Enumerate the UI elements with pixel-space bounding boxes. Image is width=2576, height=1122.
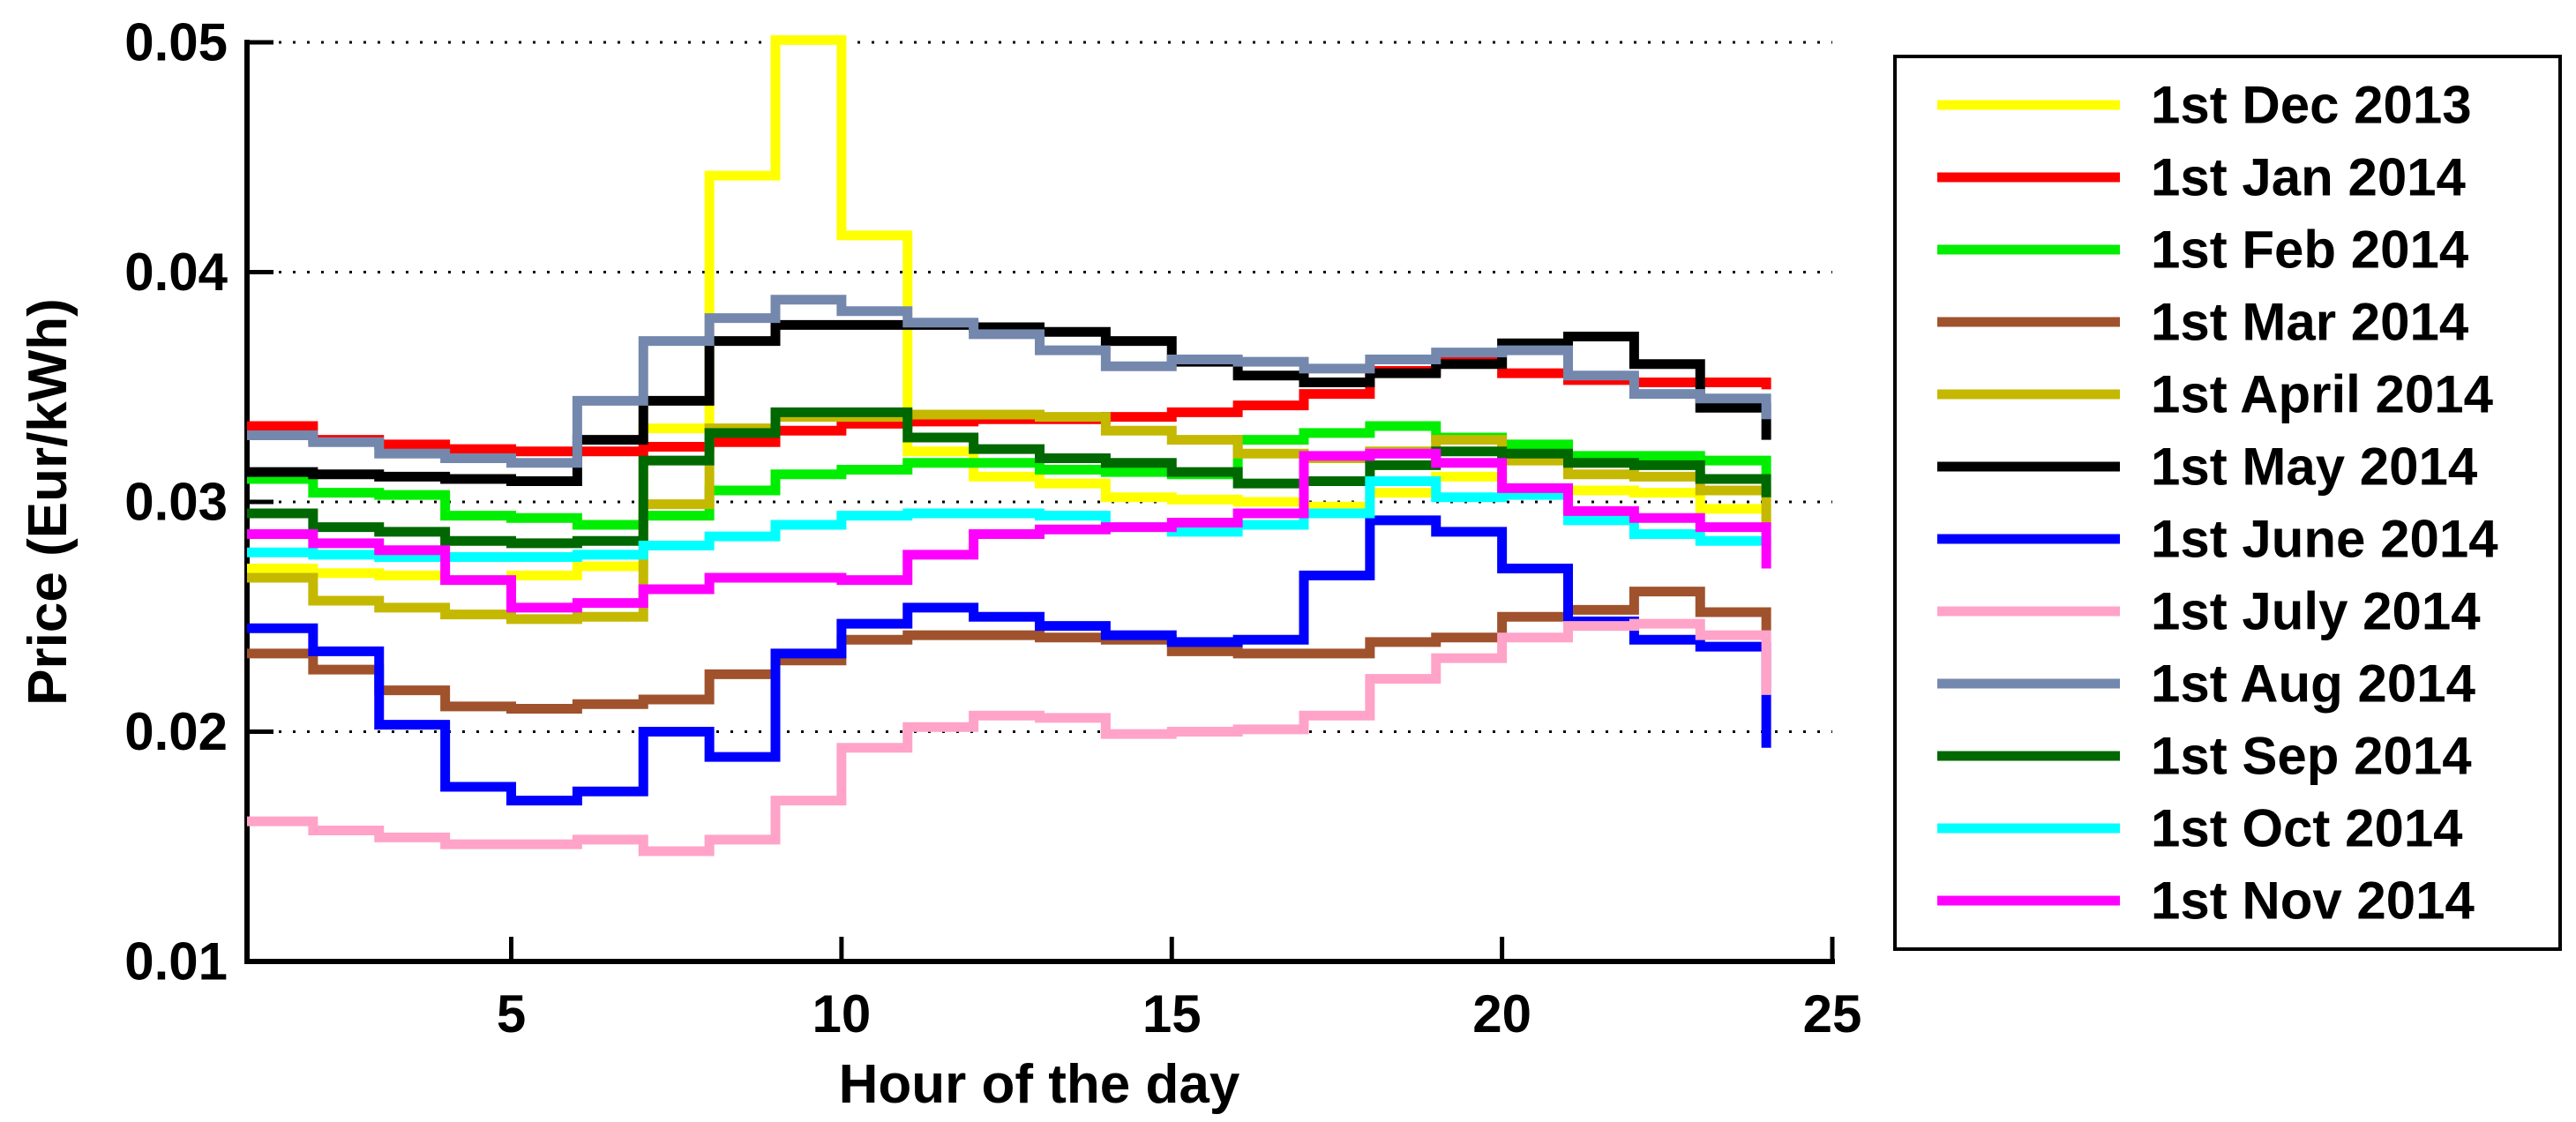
- legend-entry-1st-nov-2014: 1st Nov 2014: [1937, 871, 2475, 931]
- y-tick-label-0.01: 0.01: [124, 932, 228, 991]
- legend-label-1st-may-2014: 1st May 2014: [2151, 438, 2478, 497]
- y-tick-label-0.05: 0.05: [124, 13, 228, 72]
- y-axis-ticks: 0.01 0.02 0.03 0.04 0.05: [124, 13, 273, 991]
- legend-label-1st-dec-2013: 1st Dec 2013: [2151, 76, 2472, 135]
- legend-entry-1st-may-2014: 1st May 2014: [1937, 438, 2478, 497]
- legend-label-1st-feb-2014: 1st Feb 2014: [2151, 221, 2469, 280]
- legend-entry-1st-mar-2014: 1st Mar 2014: [1937, 293, 2469, 352]
- series-line-1st-april-2014: [247, 409, 1771, 625]
- y-tick-label-0.03: 0.03: [124, 473, 228, 532]
- series-line-1st-sep-2014: [247, 407, 1771, 549]
- legend-label-1st-mar-2014: 1st Mar 2014: [2151, 293, 2469, 352]
- legend-entry-1st-sep-2014: 1st Sep 2014: [1937, 727, 2472, 786]
- x-tick-label-25: 25: [1803, 984, 1862, 1043]
- x-axis-title: Hour of the day: [839, 1054, 1240, 1115]
- legend-label-1st-nov-2014: 1st Nov 2014: [2151, 871, 2475, 931]
- series-line-1st-mar-2014: [247, 587, 1771, 714]
- series-line-1st-june-2014: [247, 515, 1771, 806]
- legend-entry-1st-feb-2014: 1st Feb 2014: [1937, 221, 2469, 280]
- series-line-1st-jan-2014: [247, 354, 1771, 457]
- legend-box: [1893, 55, 2562, 951]
- series-line-1st-nov-2014: [247, 448, 1771, 613]
- x-tick-label-5: 5: [497, 984, 526, 1043]
- y-axis-title: Price (Eur/kWh): [18, 298, 79, 706]
- legend-entry-1st-june-2014: 1st June 2014: [1937, 510, 2498, 569]
- legend: 1st Dec 2013 1st Jan 2014 1st Feb 2014 1st …: [1893, 55, 2562, 951]
- legend-label-1st-april-2014: 1st April 2014: [2151, 365, 2494, 424]
- legend-label-1st-sep-2014: 1st Sep 2014: [2151, 727, 2472, 786]
- y-tick-label-0.04: 0.04: [124, 243, 228, 302]
- gridlines: [251, 41, 1832, 733]
- x-tick-label-20: 20: [1472, 984, 1531, 1043]
- legend-entry-1st-april-2014: 1st April 2014: [1937, 365, 2494, 424]
- x-tick-label-15: 15: [1142, 984, 1202, 1043]
- axis-spines: [244, 40, 1835, 964]
- legend-entry-1st-july-2014: 1st July 2014: [1937, 582, 2481, 641]
- legend-label-1st-july-2014: 1st July 2014: [2151, 582, 2481, 641]
- x-tick-label-10: 10: [812, 984, 872, 1043]
- legend-label-1st-aug-2014: 1st Aug 2014: [2151, 654, 2476, 714]
- legend-label-1st-june-2014: 1st June 2014: [2151, 510, 2498, 569]
- legend-entry-1st-aug-2014: 1st Aug 2014: [1937, 654, 2476, 714]
- legend-entry-1st-oct-2014: 1st Oct 2014: [1937, 799, 2463, 858]
- series-line-1st-july-2014: [247, 618, 1771, 856]
- series-line-1st-oct-2014: [247, 476, 1771, 563]
- series-lines: [247, 34, 1771, 856]
- series-line-1st-aug-2014: [247, 295, 1771, 468]
- legend-label-1st-jan-2014: 1st Jan 2014: [2151, 148, 2467, 207]
- legend-entry-1st-jan-2014: 1st Jan 2014: [1937, 148, 2467, 207]
- y-tick-label-0.02: 0.02: [124, 702, 228, 761]
- x-axis-ticks: 5 10 15 20 25: [497, 937, 1862, 1043]
- legend-label-1st-oct-2014: 1st Oct 2014: [2151, 799, 2463, 858]
- legend-entry-1st-dec-2013: 1st Dec 2013: [1937, 76, 2472, 135]
